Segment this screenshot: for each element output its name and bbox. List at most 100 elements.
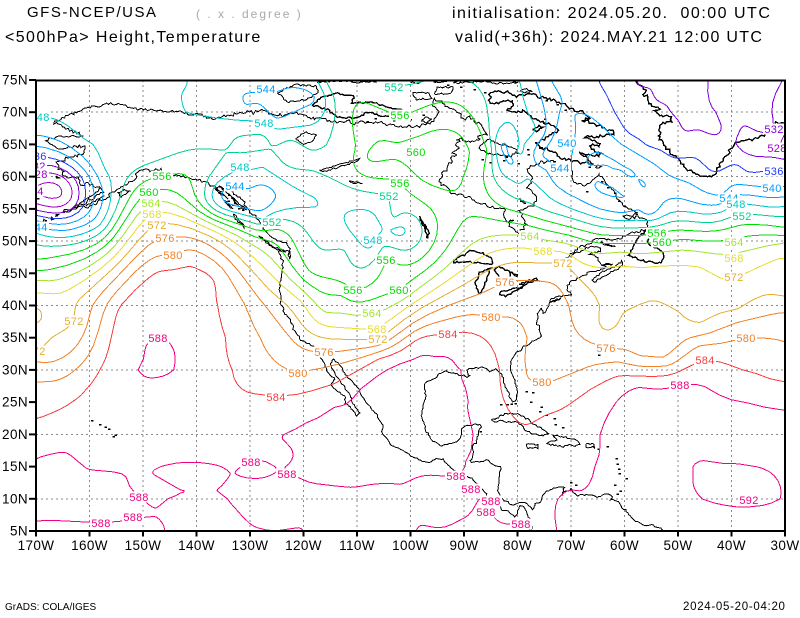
svg-text:150W: 150W	[125, 538, 162, 553]
svg-text:588: 588	[670, 380, 689, 392]
svg-text:536: 536	[764, 166, 783, 178]
svg-text:528: 528	[767, 143, 786, 155]
svg-text:55N: 55N	[2, 201, 28, 216]
svg-text:580: 580	[481, 312, 500, 324]
svg-text:584: 584	[695, 355, 714, 367]
svg-text:588: 588	[277, 469, 296, 481]
svg-text:560: 560	[139, 187, 158, 199]
svg-text:588: 588	[123, 512, 142, 524]
svg-text:588: 588	[446, 471, 465, 483]
svg-text:540: 540	[557, 138, 576, 150]
svg-text:532: 532	[764, 124, 783, 136]
svg-text:588: 588	[481, 496, 500, 508]
svg-text:580: 580	[532, 377, 551, 389]
svg-text:572: 572	[368, 334, 387, 346]
svg-text:90W: 90W	[450, 538, 479, 553]
svg-text:544: 544	[550, 163, 569, 175]
svg-text:576: 576	[155, 233, 174, 245]
svg-text:584: 584	[266, 392, 285, 404]
svg-text:576: 576	[596, 343, 615, 355]
svg-text:560: 560	[389, 285, 408, 297]
svg-text:592: 592	[739, 495, 758, 507]
svg-text:560: 560	[652, 237, 671, 249]
svg-text:110W: 110W	[339, 538, 375, 553]
svg-text:588: 588	[511, 519, 530, 531]
svg-text:536: 536	[27, 151, 46, 163]
svg-text:580: 580	[163, 250, 182, 262]
svg-text:560: 560	[406, 147, 425, 159]
svg-text:564: 564	[362, 308, 381, 320]
svg-text:50W: 50W	[664, 538, 693, 553]
svg-text:576: 576	[495, 277, 514, 289]
svg-text:556: 556	[390, 110, 409, 122]
svg-text:40N: 40N	[2, 298, 28, 313]
svg-text:580: 580	[288, 368, 307, 380]
svg-text:588: 588	[461, 484, 480, 496]
svg-text:60N: 60N	[2, 169, 28, 184]
svg-text:556: 556	[343, 285, 362, 297]
svg-text:80W: 80W	[503, 538, 532, 553]
svg-text:584: 584	[438, 329, 457, 341]
svg-text:5N: 5N	[10, 524, 28, 539]
svg-text:568: 568	[142, 209, 161, 221]
svg-text:15N: 15N	[2, 459, 28, 474]
svg-text:572: 572	[724, 272, 743, 284]
svg-text:572: 572	[147, 220, 166, 232]
svg-text:548: 548	[726, 199, 745, 211]
svg-text:572: 572	[553, 258, 572, 270]
svg-text:548: 548	[363, 235, 382, 247]
svg-text:544: 544	[225, 181, 244, 193]
svg-text:572: 572	[64, 316, 83, 328]
svg-text:564: 564	[724, 237, 743, 249]
svg-text:544: 544	[256, 84, 275, 96]
svg-text:556: 556	[376, 255, 395, 267]
svg-text:552: 552	[262, 217, 281, 229]
svg-text:10N: 10N	[2, 491, 28, 506]
svg-text:75N: 75N	[2, 73, 28, 88]
svg-text:120W: 120W	[285, 538, 322, 553]
svg-text:580: 580	[736, 333, 755, 345]
svg-text:25N: 25N	[2, 395, 28, 410]
svg-text:548: 548	[30, 112, 49, 124]
svg-text:556: 556	[390, 178, 409, 190]
svg-text:548: 548	[254, 118, 273, 130]
svg-text:588: 588	[91, 518, 110, 530]
svg-text:70W: 70W	[557, 538, 586, 553]
svg-text:528: 528	[28, 169, 47, 181]
svg-text:552: 552	[732, 211, 751, 223]
svg-text:40W: 40W	[717, 538, 746, 553]
svg-text:140W: 140W	[178, 538, 215, 553]
svg-text:564: 564	[141, 198, 160, 210]
svg-text:532: 532	[26, 161, 45, 173]
svg-text:588: 588	[476, 507, 495, 519]
svg-text:70N: 70N	[2, 105, 28, 120]
svg-text:160W: 160W	[71, 538, 108, 553]
svg-text:552: 552	[384, 82, 403, 94]
svg-text:556: 556	[152, 171, 171, 183]
svg-text:45N: 45N	[2, 266, 28, 281]
svg-text:588: 588	[148, 333, 167, 345]
svg-text:540: 540	[762, 183, 781, 195]
svg-text:30N: 30N	[2, 362, 28, 377]
svg-text:572: 572	[26, 346, 45, 358]
svg-text:130W: 130W	[232, 538, 269, 553]
svg-text:564: 564	[520, 231, 539, 243]
svg-text:50N: 50N	[2, 234, 28, 249]
svg-text:544: 544	[28, 222, 47, 234]
svg-text:60W: 60W	[610, 538, 639, 553]
svg-text:35N: 35N	[2, 330, 28, 345]
svg-text:588: 588	[241, 457, 260, 469]
svg-text:588: 588	[129, 492, 148, 504]
svg-text:568: 568	[367, 324, 386, 336]
svg-text:548: 548	[230, 162, 249, 174]
svg-text:568: 568	[533, 246, 552, 258]
svg-text:568: 568	[724, 253, 743, 265]
svg-text:65N: 65N	[2, 137, 28, 152]
svg-text:524: 524	[24, 186, 43, 198]
svg-text:20N: 20N	[2, 427, 28, 442]
svg-text:100W: 100W	[392, 538, 429, 553]
svg-text:552: 552	[379, 191, 398, 203]
svg-text:30W: 30W	[771, 538, 800, 553]
svg-text:576: 576	[314, 347, 333, 359]
svg-text:170W: 170W	[18, 538, 55, 553]
